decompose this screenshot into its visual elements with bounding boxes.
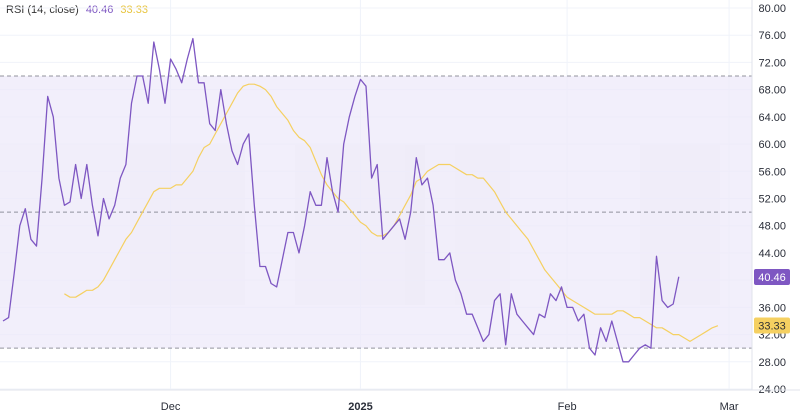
y-tick-label: 28.00 (758, 357, 786, 369)
y-tick-label: 72.00 (758, 57, 786, 69)
rsi-line (2, 37, 680, 363)
x-tick-label: Feb (558, 401, 577, 413)
badge-label: 40.46 (758, 272, 786, 284)
y-tick-label: 44.00 (758, 248, 786, 260)
y-tick-label: 68.00 (758, 85, 786, 97)
x-axis: Dec 2025 Feb Mar (0, 389, 800, 413)
indicator-label: RSI (14, close) (6, 4, 79, 16)
ma-legend-value: 33.33 (120, 4, 148, 16)
y-tick-label: 76.00 (758, 30, 786, 42)
x-tick-label: Dec (161, 401, 181, 413)
value-badges: 40.46 33.33 (754, 269, 790, 334)
series-layer (2, 37, 719, 363)
y-tick-label: 60.00 (758, 139, 786, 151)
rsi-value-badge: 40.46 (754, 269, 790, 286)
rsi-legend-value: 40.46 (85, 4, 114, 16)
ma-value-badge: 33.33 (754, 317, 790, 334)
y-tick-label: 48.00 (758, 221, 786, 233)
y-tick-label: 36.00 (758, 302, 786, 314)
band-layer (0, 75, 752, 349)
chart-legend: RSI (14, close) 40.46 33.33 (6, 4, 148, 16)
y-axis: 80.00 76.00 72.00 68.00 64.00 60.00 56.00 52.00… (751, 0, 786, 396)
y-tick-label: 52.00 (758, 194, 786, 206)
badge-label: 33.33 (758, 321, 786, 333)
x-tick-label: 2025 (348, 401, 372, 413)
x-tick-label: Mar (720, 401, 739, 413)
y-tick-label: 64.00 (758, 112, 786, 124)
y-tick-label: 56.00 (758, 166, 786, 178)
badge-bg (754, 317, 790, 334)
y-tick-label: 80.00 (758, 3, 786, 15)
badge-bg (754, 269, 790, 286)
